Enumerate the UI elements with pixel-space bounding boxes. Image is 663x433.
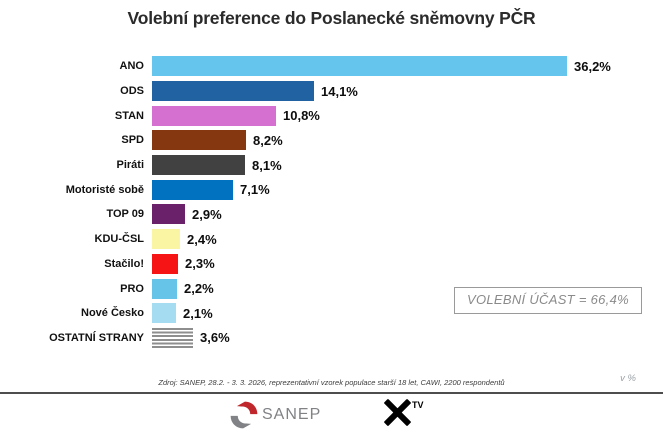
value-label: 2,2% [184, 281, 214, 297]
party-label: SPD [121, 134, 144, 147]
page-title: Volební preference do Poslanecké sněmovn… [127, 8, 536, 28]
chart-row: Piráti 8,1% [0, 153, 663, 178]
value-label: 7,1% [240, 182, 270, 198]
party-label: TOP 09 [106, 208, 144, 221]
value-label: 14,1% [321, 83, 358, 99]
value-label: 2,1% [183, 305, 213, 321]
chart-row: Nové Česko 2,1% [0, 301, 663, 326]
party-label: KDU-ČSL [94, 233, 145, 246]
value-label: 8,1% [252, 157, 282, 173]
sanep-logo: SANEP [228, 399, 321, 431]
bar-segment [152, 179, 233, 200]
chart-row: TOP 09 2,9% [0, 202, 663, 227]
party-label: Motoristé sobě [65, 183, 144, 196]
bar-segment [152, 229, 180, 250]
party-label: Piráti [116, 159, 144, 172]
party-label: Stačilo! [104, 257, 144, 270]
party-label: ODS [120, 85, 144, 98]
bar-segment [152, 327, 193, 348]
value-label: 2,9% [192, 206, 222, 222]
party-label: OSTATNÍ STRANY [49, 331, 144, 344]
bar-segment [152, 303, 176, 324]
bar-chart: ANO 36,2% ODS 14,1% STAN 10,8% SPD 8,2% Piráti 8,… [0, 54, 663, 350]
turnout-box: VOLEBNÍ ÚČAST = 66,4% [453, 287, 642, 314]
chart-row: SPD 8,2% [0, 128, 663, 153]
bar-segment [152, 278, 177, 299]
bar-segment [152, 155, 245, 176]
value-label: 3,6% [200, 330, 230, 346]
bar-segment [152, 204, 185, 225]
xtv-tv-label: TV [412, 400, 424, 410]
value-label: 8,2% [253, 132, 283, 148]
chart-row: PRO 2,2% [0, 276, 663, 301]
chart-row: Stačilo! 2,3% [0, 252, 663, 277]
chart-row: STAN 10,8% [0, 103, 663, 128]
footer-divider [0, 392, 663, 394]
sanep-logo-text: SANEP [262, 406, 322, 423]
chart-row: KDU-ČSL 2,4% [0, 227, 663, 252]
value-label: 2,3% [185, 256, 215, 272]
party-label: Nové Česko [81, 307, 144, 320]
chart-row: Motoristé sobě 7,1% [0, 177, 663, 202]
bar-segment [152, 81, 314, 102]
xtv-logo: TV [384, 399, 424, 426]
party-label: STAN [114, 109, 144, 122]
value-label: 2,4% [187, 231, 217, 247]
bar-segment [152, 105, 276, 126]
sanep-swirl-icon [230, 401, 258, 429]
chart-row: ANO 36,2% [0, 54, 663, 79]
turnout-text: VOLEBNÍ ÚČAST = 66,4% [466, 292, 629, 307]
logos-row: SANEP TV [0, 398, 663, 432]
value-label: 10,8% [283, 108, 320, 124]
value-label: 36,2% [574, 58, 611, 74]
bar-segment [152, 56, 567, 77]
chart-row: ODS 14,1% [0, 79, 663, 104]
party-label: PRO [120, 282, 144, 295]
xtv-x-icon [384, 399, 411, 426]
bar-segment [152, 130, 246, 151]
source-note: Zdroj: SANEP, 28.2. - 3. 3. 2026, reprez… [158, 378, 505, 387]
party-label: ANO [119, 60, 144, 73]
unit-note: v % [620, 373, 636, 384]
bar-segment [152, 253, 178, 274]
chart-row: OSTATNÍ STRANY 3,6% [0, 326, 663, 351]
